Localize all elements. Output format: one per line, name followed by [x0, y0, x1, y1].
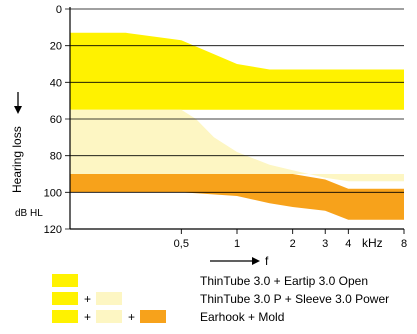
y-axis-title: Hearing loss [10, 126, 24, 193]
y-tick-label: 100 [44, 187, 62, 199]
x-tick-label: 2 [290, 238, 296, 250]
x-tick-label: 8 [401, 238, 407, 250]
legend-plus: + [84, 292, 92, 306]
y-tick-label: 60 [50, 114, 62, 126]
legend-swatch-open [52, 274, 78, 287]
x-tick-label: 4 [345, 238, 351, 250]
y-axis-arrow [14, 92, 22, 114]
legend-plus: + [84, 310, 92, 324]
axes [69, 7, 404, 230]
y-tick-label: 40 [50, 77, 62, 89]
legend-swatch-power [96, 310, 122, 323]
x-axis-unit: kHz [362, 236, 383, 250]
mold-coverage-area [70, 174, 404, 220]
x-tick-labels: 0,5 1 2 3 4 8 [174, 238, 407, 250]
grid-lines [65, 8, 405, 234]
legend-swatch-open [52, 292, 78, 305]
legend-swatch-open [52, 310, 78, 323]
x-tick-label: 0,5 [174, 238, 189, 250]
x-axis-arrow [210, 257, 260, 265]
x-tick-label: 1 [234, 238, 240, 250]
power-coverage-area [70, 109, 404, 182]
y-tick-label: 20 [50, 41, 62, 53]
coverage-areas [70, 32, 404, 220]
y-tick-label: 80 [50, 151, 62, 163]
legend-plus: + [128, 310, 136, 324]
legend-row-open: ThinTube 3.0 + Eartip 3.0 Open [52, 272, 417, 290]
y-tick-label: 120 [44, 224, 62, 236]
legend: ThinTube 3.0 + Eartip 3.0 Open + ThinTub… [52, 272, 417, 326]
x-axis-title: f [265, 254, 269, 268]
y-tick-labels: 0 20 40 60 80 100 120 [44, 4, 62, 236]
legend-label-power: ThinTube 3.0 P + Sleeve 3.0 Power [200, 292, 390, 306]
y-axis-unit: dB HL [15, 208, 43, 219]
legend-label-open: ThinTube 3.0 + Eartip 3.0 Open [200, 274, 368, 288]
open-coverage-area [70, 32, 404, 110]
legend-swatch-power [96, 292, 122, 305]
x-tick-label: 3 [322, 238, 328, 250]
hearing-loss-chart: 0 20 40 60 80 100 120 0,5 1 2 3 4 8 Hearing loss dB… [10, 4, 407, 268]
legend-row-power: + ThinTube 3.0 P + Sleeve 3.0 Power [52, 290, 417, 308]
legend-row-mold: + + Earhook + Mold [52, 308, 417, 326]
legend-label-mold: Earhook + Mold [200, 310, 285, 324]
y-tick-label: 0 [56, 4, 62, 16]
legend-swatch-mold [140, 310, 166, 323]
